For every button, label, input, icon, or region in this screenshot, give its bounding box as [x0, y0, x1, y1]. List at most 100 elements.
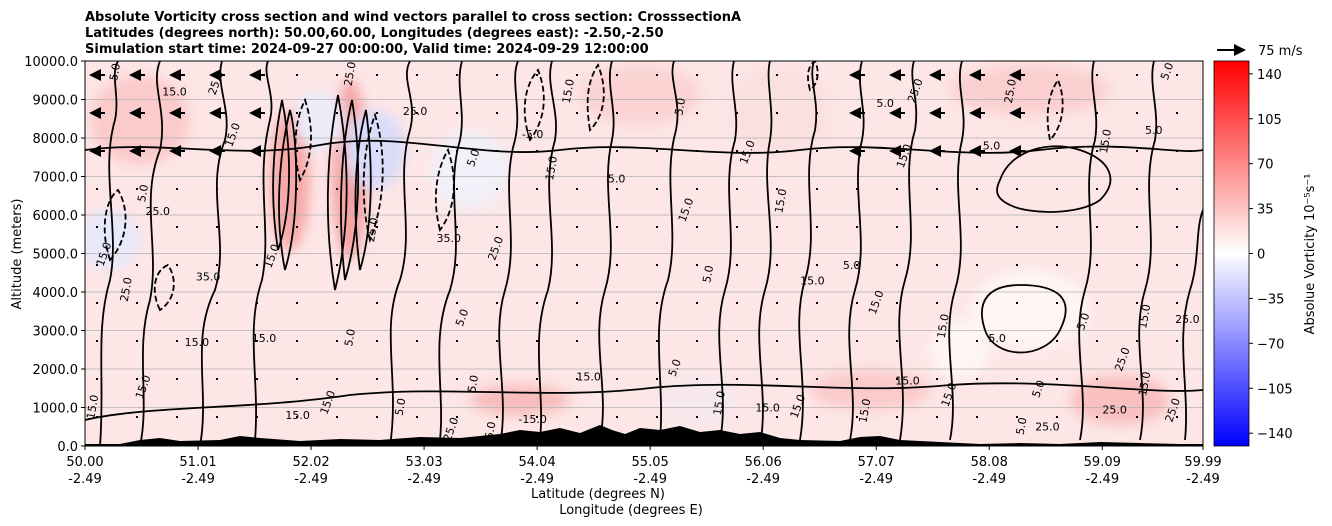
wind-vector	[96, 378, 98, 380]
wind-vector	[1136, 112, 1138, 114]
contour-label: 5.0	[342, 328, 358, 347]
wind-vector	[696, 226, 698, 228]
wind-vector	[296, 378, 298, 380]
wind-vector	[576, 226, 578, 228]
wind-vector	[776, 188, 778, 190]
wind-vector	[616, 188, 618, 190]
wind-vector	[816, 112, 818, 114]
wind-vector	[776, 416, 778, 418]
colorbar-tick-label: −35	[1257, 292, 1284, 307]
wind-vector	[616, 112, 618, 114]
wind-vector	[696, 378, 698, 380]
wind-vector	[136, 416, 138, 418]
wind-vector	[896, 378, 898, 380]
wind-vector	[976, 226, 978, 228]
y-tick-label: 3000.0	[33, 325, 79, 340]
contour-label: 15.0	[1097, 128, 1114, 154]
wind-vector	[616, 150, 618, 152]
wind-vector	[1136, 188, 1138, 190]
wind-vector	[456, 188, 458, 190]
wind-vector	[256, 416, 258, 418]
wind-vector	[576, 416, 578, 418]
wind-vector	[816, 264, 818, 266]
wind-vector	[376, 264, 378, 266]
wind-vector	[216, 264, 218, 266]
contour-label: 5.0	[393, 397, 409, 416]
wind-vector	[96, 340, 98, 342]
wind-vector	[576, 150, 578, 152]
x-tick-label-lon: -2.49	[746, 472, 780, 487]
contour-line	[798, 61, 818, 441]
wind-vector	[1016, 340, 1018, 342]
wind-vector	[136, 378, 138, 380]
wind-vector	[96, 226, 98, 228]
wind-vector	[296, 150, 298, 152]
wind-vector	[696, 264, 698, 266]
wind-vector	[816, 226, 818, 228]
wind-vector	[736, 302, 738, 304]
contour-label: 15.0	[755, 401, 780, 414]
wind-vector	[456, 74, 458, 76]
wind-vector	[936, 226, 938, 228]
wind-vector	[616, 226, 618, 228]
wind-vector	[1136, 150, 1138, 152]
wind-vector	[1096, 302, 1098, 304]
wind-vector	[336, 112, 338, 114]
contour-line	[996, 145, 1112, 213]
wind-vector	[576, 74, 578, 76]
contour-line	[1138, 61, 1158, 441]
wind-vector	[616, 74, 618, 76]
wind-vector	[936, 188, 938, 190]
contour-label: 5.0	[700, 264, 716, 283]
wind-vector	[656, 112, 658, 114]
y-tick-label: 7000.0	[33, 171, 79, 186]
contour-line	[272, 99, 290, 251]
contour-line	[326, 94, 348, 291]
contour-label: 5.0	[135, 183, 151, 202]
wind-vector	[696, 302, 698, 304]
wind-vector	[1096, 112, 1098, 114]
wind-vector	[616, 340, 618, 342]
wind-vector	[536, 378, 538, 380]
wind-vector	[696, 112, 698, 114]
contour-label: 5.0	[464, 148, 482, 169]
contour-label: 15.0	[772, 188, 789, 214]
wind-vector	[536, 226, 538, 228]
wind-vector	[976, 302, 978, 304]
wind-vector	[976, 188, 978, 190]
wind-vector	[416, 340, 418, 342]
wind-vector	[1096, 264, 1098, 266]
wind-vector	[896, 302, 898, 304]
wind-vector	[1056, 340, 1058, 342]
colorbar-tick-label: 140	[1257, 68, 1282, 83]
contour-line	[85, 382, 1203, 421]
colorbar-tick-label: −70	[1257, 337, 1284, 352]
x-tick-label-lat: 55.05	[632, 455, 669, 470]
x-tick-label-lat: 56.06	[745, 455, 782, 470]
x-tick-label-lon: -2.49	[407, 472, 441, 487]
colorbar-ticks: 140 105 70 35 0 −35 −70 −105 −140	[1249, 68, 1293, 442]
contour-label: 15.0	[560, 78, 577, 104]
negative-contour	[362, 112, 384, 243]
contour-label: 5.0	[1014, 416, 1030, 435]
wind-vector	[336, 378, 338, 380]
wind-vector	[976, 416, 978, 418]
colorbar-tick-label: 35	[1257, 203, 1274, 218]
contour-line	[898, 61, 918, 441]
contour-line	[139, 61, 164, 446]
wind-vector	[1016, 264, 1018, 266]
wind-vector	[1096, 378, 1098, 380]
wind-vector	[696, 150, 698, 152]
wind-vector	[136, 264, 138, 266]
wind-vector	[216, 416, 218, 418]
wind-vector	[176, 378, 178, 380]
wind-vector	[1056, 416, 1058, 418]
wind-vector	[336, 340, 338, 342]
contour-label: 5.0	[876, 97, 894, 110]
wind-vector	[1096, 416, 1098, 418]
negative-contour	[1046, 78, 1064, 142]
wind-vector	[736, 264, 738, 266]
wind-vector	[96, 302, 98, 304]
contour-label: 15.0	[1136, 371, 1153, 397]
wind-vector	[256, 226, 258, 228]
